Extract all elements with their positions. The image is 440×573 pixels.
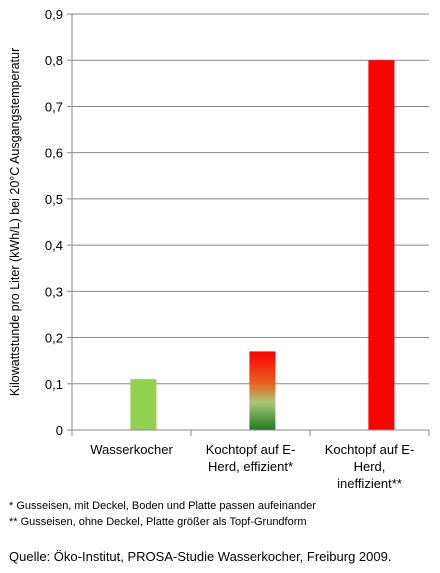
x-tick-label: Kochtopf auf E-Herd, effizient* — [206, 442, 296, 474]
bar — [130, 379, 157, 430]
y-tick-label: 0,2 — [45, 331, 63, 346]
source-note: Quelle: Öko-Institut, PROSA-Studie Wasse… — [9, 549, 392, 564]
y-tick-label: 0,7 — [45, 99, 63, 114]
y-tick-label: 0,8 — [45, 53, 63, 68]
y-tick-label: 0 — [56, 423, 63, 438]
chart: 0 0,1 0,2 0,3 0,4 0,5 0,6 0,7 0,8 0,9 Wasserkoche… — [8, 7, 430, 491]
gridlines — [72, 13, 429, 385]
bar — [368, 60, 395, 430]
x-tick-label: Kochtopf auf E-Herd, ineffizient** — [325, 442, 415, 491]
y-tick-label: 0,5 — [45, 192, 63, 207]
y-tick-label: 0,9 — [45, 7, 63, 22]
bars — [130, 60, 395, 430]
footnote-2: ** Gusseisen, ohne Deckel, Platte größer… — [9, 516, 307, 528]
y-tick-label: 0,4 — [45, 238, 63, 253]
x-tick-labels: Wasserkocher Kochtopf auf E-Herd, effizie… — [90, 442, 414, 491]
y-tick-label: 0,3 — [45, 284, 63, 299]
axes — [67, 13, 430, 436]
y-axis-label: Kilowattstunde pro Liter (kWh/L) bei 20°… — [8, 48, 22, 396]
x-tick-label: Wasserkocher — [90, 442, 173, 457]
bar — [249, 351, 276, 430]
y-tick-label: 0,6 — [45, 146, 63, 161]
footnote-1: * Gusseisen, mit Deckel, Boden und Platt… — [9, 500, 316, 512]
y-tick-label: 0,1 — [45, 377, 63, 392]
y-tick-labels: 0 0,1 0,2 0,3 0,4 0,5 0,6 0,7 0,8 0,9 — [45, 7, 63, 438]
